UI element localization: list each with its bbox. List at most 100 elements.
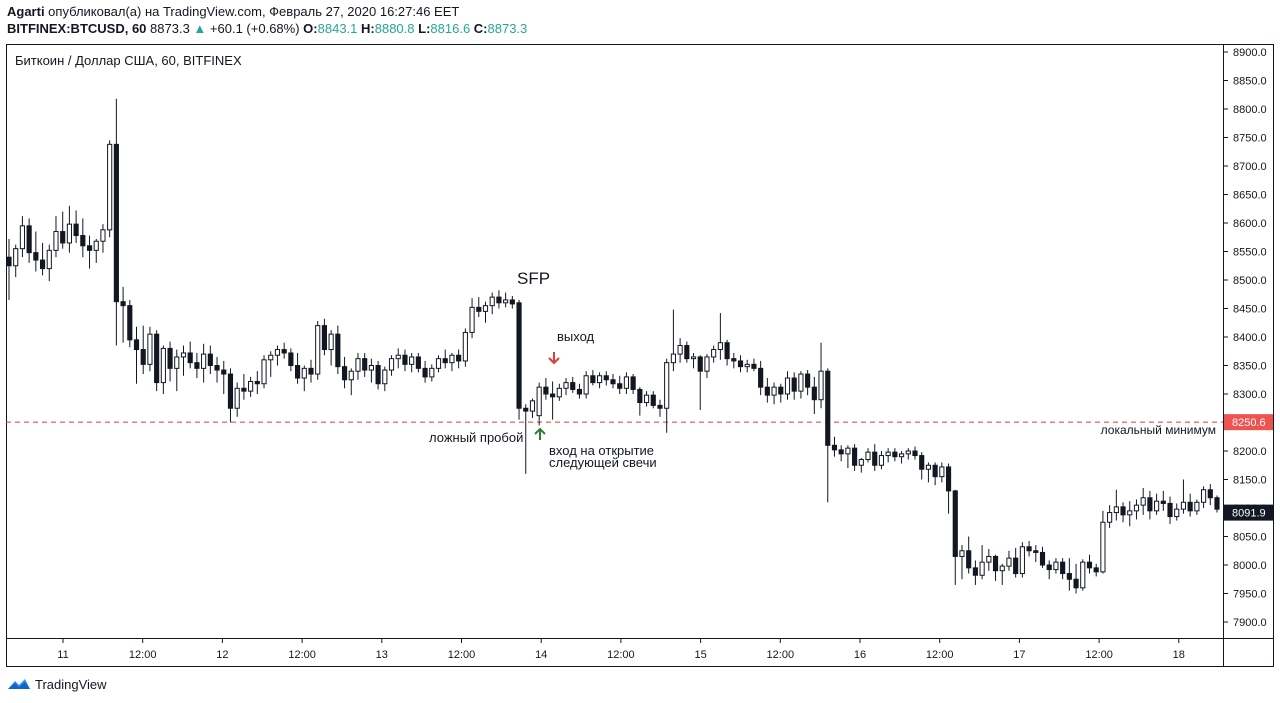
time-tick-label: 12	[216, 649, 228, 661]
time-tick-label: 14	[535, 649, 547, 661]
candle-body	[476, 306, 482, 312]
candle-body	[19, 225, 26, 250]
time-tick-label: 15	[694, 649, 706, 661]
candle	[248, 376, 254, 397]
candle	[852, 444, 858, 471]
candle-body	[60, 231, 66, 244]
candle-body	[13, 248, 19, 267]
candle	[1127, 501, 1133, 527]
candle-body	[737, 360, 744, 368]
candle	[1187, 493, 1193, 517]
candle	[39, 242, 46, 276]
price-tick-label: 8150.0	[1233, 475, 1267, 487]
candle	[80, 218, 86, 258]
time-axis[interactable]: 11 12:00 12 12:00 13 12:00 14 12:00 15 12:00 16 12:…	[57, 638, 1185, 661]
candle-body	[664, 362, 670, 409]
candle	[919, 452, 925, 480]
candle-body	[335, 333, 341, 368]
candle-body	[1154, 500, 1160, 512]
candle	[986, 549, 992, 571]
candle	[865, 448, 871, 463]
candle-body	[388, 358, 395, 371]
candle	[375, 360, 381, 390]
candle-body	[643, 394, 650, 404]
candle-body	[248, 380, 254, 392]
candle-body	[791, 377, 797, 392]
candle	[328, 330, 334, 366]
time-tick-label: 12:00	[288, 649, 316, 661]
low-label: L:	[418, 21, 431, 36]
candle-body	[1180, 501, 1187, 510]
candle-body	[234, 387, 240, 409]
candle	[979, 545, 985, 580]
candle-body	[469, 306, 475, 333]
candle	[160, 345, 166, 394]
candle-body	[1140, 497, 1146, 506]
candle-body	[462, 331, 468, 362]
candle-body	[355, 358, 361, 372]
candle-body	[409, 356, 415, 365]
candle	[1060, 558, 1066, 580]
candle-body	[603, 375, 609, 381]
candle-body	[623, 376, 630, 389]
candle	[167, 341, 173, 382]
candle-body	[180, 352, 187, 358]
candle-body	[1019, 546, 1025, 575]
candle	[1120, 502, 1126, 523]
candle-body	[1200, 489, 1207, 503]
price-tick-label: 8500.0	[1233, 275, 1267, 287]
candle-body	[127, 305, 133, 341]
candle-body	[1093, 567, 1099, 573]
candle-body	[107, 143, 113, 231]
candle	[892, 448, 898, 462]
candle	[355, 352, 361, 380]
candle-body	[690, 356, 697, 360]
candle-body	[1039, 551, 1046, 566]
candle-body	[328, 333, 334, 351]
candle-body	[992, 555, 999, 572]
candle-body	[86, 245, 93, 251]
candle	[664, 358, 670, 433]
candle	[60, 211, 66, 249]
candle-body	[650, 394, 656, 406]
candle-body	[711, 349, 717, 358]
candle	[388, 355, 395, 376]
candle	[596, 372, 603, 389]
price-tick-label: 8550.0	[1233, 247, 1267, 259]
candle	[19, 216, 26, 258]
symbol-label: BITFINEX:BTCUSD, 60	[7, 21, 147, 36]
candle-body	[878, 455, 885, 466]
candle	[335, 325, 341, 375]
svg-text:8091.9: 8091.9	[1232, 508, 1266, 520]
candle	[86, 235, 93, 269]
candle-body	[617, 383, 623, 389]
candle	[764, 378, 770, 403]
open-label: O:	[303, 21, 318, 36]
candle	[234, 382, 240, 417]
candle-body	[1060, 561, 1066, 575]
candle	[476, 297, 482, 318]
candle	[321, 318, 328, 356]
candle	[825, 368, 831, 503]
candle-body	[751, 363, 757, 369]
candle-body	[979, 561, 985, 576]
candle-body	[6, 256, 12, 267]
author-name[interactable]: Agarti	[7, 4, 45, 19]
candle-body	[912, 450, 918, 457]
tradingview-logo-icon	[8, 679, 30, 689]
candle	[966, 536, 972, 574]
candle	[66, 205, 72, 253]
price-tick-label: 8800.0	[1233, 104, 1267, 116]
candle-body	[268, 354, 274, 361]
level-price-badge: 8250.6	[1224, 414, 1273, 431]
candle	[6, 238, 12, 300]
candle	[912, 446, 918, 460]
candle	[858, 457, 864, 473]
candle-body	[288, 352, 294, 366]
candle-body	[113, 143, 119, 303]
high-label: H:	[361, 21, 375, 36]
tradingview-footer[interactable]: TradingView	[7, 676, 107, 692]
candle-body	[1187, 501, 1193, 512]
candle-body	[610, 379, 616, 385]
